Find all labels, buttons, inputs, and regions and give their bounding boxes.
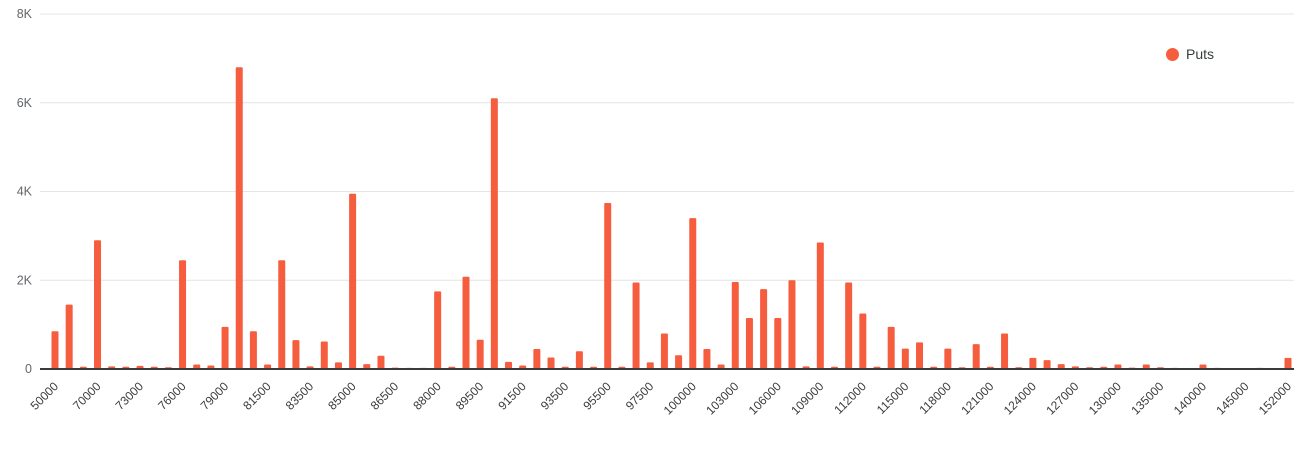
bar-strike-17[interactable]: [292, 340, 300, 369]
x-axis-tick-label: 50000: [28, 379, 62, 413]
x-axis-tick-label: 86500: [368, 379, 402, 413]
x-axis-tick-label: 79000: [198, 379, 232, 413]
bar-strike-44[interactable]: [675, 355, 683, 369]
x-axis-tick-label: 76000: [155, 379, 189, 413]
x-axis-tick-label: 135000: [1128, 379, 1166, 417]
bar-strike-35[interactable]: [547, 357, 555, 369]
bar-strike-32[interactable]: [505, 361, 513, 369]
x-axis-tick-label: 112000: [831, 379, 869, 417]
x-axis-tick-label: 70000: [70, 379, 104, 413]
y-axis-tick-label: 0: [25, 362, 32, 376]
x-axis-tick-label: 88000: [410, 379, 444, 413]
bar-106000[interactable]: [774, 317, 782, 369]
x-axis-tick-label: 100000: [661, 379, 699, 417]
bar-79000[interactable]: [221, 326, 229, 369]
bar-strike-41[interactable]: [632, 282, 640, 369]
x-axis-tick-label: 121000: [958, 379, 996, 417]
bar-88000[interactable]: [434, 291, 442, 369]
x-axis-tick-label: 85000: [325, 379, 359, 413]
bar-130000[interactable]: [1114, 364, 1122, 369]
legend-label: Puts: [1185, 46, 1214, 62]
x-axis-tick-label: 106000: [746, 379, 784, 417]
bar-strike-59[interactable]: [887, 326, 895, 369]
bar-89500[interactable]: [476, 339, 484, 369]
bar-100000[interactable]: [689, 218, 697, 370]
bar-strike-46[interactable]: [703, 349, 711, 369]
bar-strike-20[interactable]: [334, 362, 342, 369]
bar-strike-16[interactable]: [278, 260, 286, 369]
bar-109000[interactable]: [816, 242, 824, 369]
x-axis-tick-label: 89500: [453, 379, 487, 413]
bar-strike-56[interactable]: [845, 282, 853, 369]
x-axis-tick-label: 109000: [788, 379, 826, 417]
x-axis-tick-label: 118000: [916, 379, 954, 417]
bar-strike-31[interactable]: [490, 98, 498, 369]
bar-strike-37[interactable]: [575, 351, 583, 369]
bar-152000[interactable]: [1284, 357, 1292, 369]
x-axis-tick-label: 91500: [495, 379, 529, 413]
x-axis-tick-label: 115000: [874, 379, 912, 417]
bar-strike-22[interactable]: [363, 364, 371, 369]
bar-strike-70[interactable]: [1043, 360, 1051, 370]
x-axis-tick-label: 81500: [240, 379, 274, 413]
legend-item-puts[interactable]: Puts: [1165, 46, 1214, 62]
x-axis-tick-label: 152000: [1256, 379, 1294, 417]
y-axis-tick-label: 8K: [17, 7, 33, 21]
bar-50000[interactable]: [51, 331, 59, 369]
bar-strike-34[interactable]: [533, 349, 541, 369]
x-axis-tick-label: 73000: [113, 379, 147, 413]
bar-95500[interactable]: [604, 203, 612, 369]
bar-112000[interactable]: [859, 313, 867, 369]
y-axis-tick-label: 6K: [17, 96, 33, 110]
bar-strike-13[interactable]: [235, 67, 243, 369]
bar-103000[interactable]: [731, 282, 739, 369]
bar-strike-29[interactable]: [462, 276, 470, 369]
bar-strike-1[interactable]: [65, 304, 73, 369]
x-axis-tick-label: 93500: [538, 379, 572, 413]
x-axis-tick-label: 83500: [283, 379, 317, 413]
x-axis-tick-label: 95500: [580, 379, 614, 413]
bar-97500[interactable]: [646, 362, 654, 369]
bar-140000[interactable]: [1199, 364, 1207, 369]
bar-strike-10[interactable]: [193, 364, 201, 369]
bar-strike-61[interactable]: [916, 342, 924, 370]
bar-strike-14[interactable]: [249, 331, 257, 369]
bar-85000[interactable]: [349, 193, 357, 369]
bar-strike-43[interactable]: [660, 333, 668, 370]
x-axis-tick-label: 127000: [1043, 379, 1081, 417]
bar-115000[interactable]: [901, 348, 909, 369]
x-axis-tick-label: 145000: [1213, 379, 1251, 417]
y-axis-tick-label: 4K: [17, 185, 33, 199]
bar-strike-71[interactable]: [1057, 364, 1065, 369]
bar-70000[interactable]: [94, 240, 102, 369]
bar-strike-52[interactable]: [788, 280, 796, 369]
bar-strike-49[interactable]: [745, 317, 753, 369]
bar-124000[interactable]: [1029, 357, 1037, 369]
bar-strike-47[interactable]: [717, 364, 725, 369]
x-axis-tick-label: 97500: [623, 379, 657, 413]
x-axis-tick-label: 103000: [703, 379, 741, 417]
y-axis-tick-label: 2K: [17, 273, 33, 287]
bar-strike-67[interactable]: [1001, 333, 1009, 370]
x-axis-tick-label: 140000: [1171, 379, 1209, 417]
bar-strike-77[interactable]: [1142, 364, 1150, 369]
bar-strike-19[interactable]: [320, 341, 328, 369]
bar-strike-50[interactable]: [760, 289, 768, 370]
x-axis-tick-label: 130000: [1086, 379, 1124, 417]
bar-76000[interactable]: [179, 260, 187, 369]
x-axis-tick-label: 124000: [1001, 379, 1039, 417]
bar-81500[interactable]: [264, 364, 272, 369]
bar-strike-23[interactable]: [377, 355, 385, 369]
bar-118000[interactable]: [944, 348, 952, 369]
bar-strike-65[interactable]: [972, 344, 980, 369]
legend-marker-icon: [1165, 47, 1179, 61]
